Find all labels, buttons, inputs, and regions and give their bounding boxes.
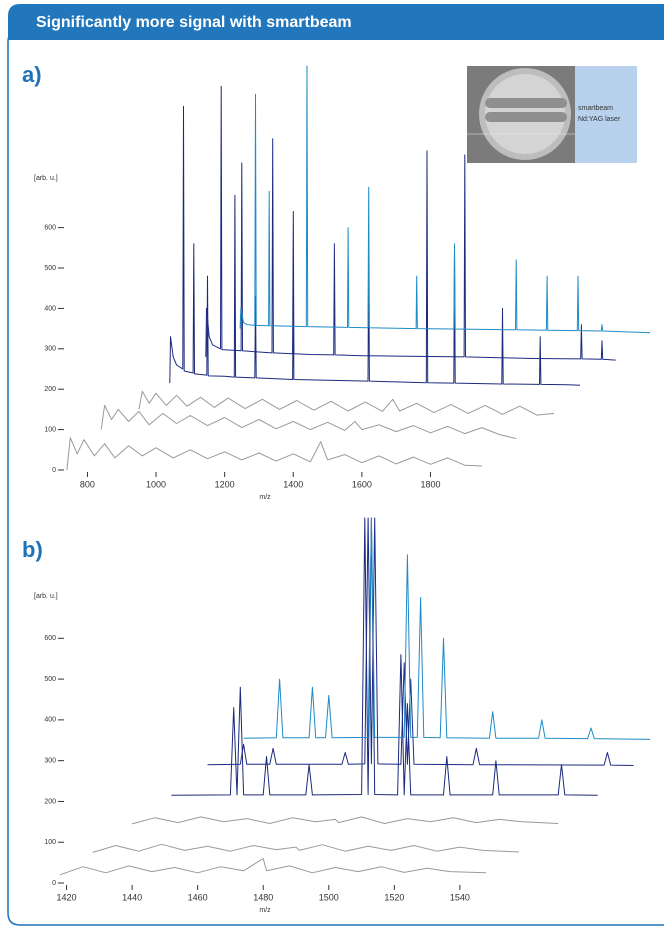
y-tick-label: 600 (44, 224, 56, 231)
x-tick-label: 1520 (384, 892, 404, 902)
y-tick-label: 300 (44, 757, 56, 764)
spectrum (138, 390, 555, 416)
inset-label: Nd:YAG laser (578, 116, 621, 123)
frame (7, 29, 664, 926)
spectrum (100, 404, 517, 439)
spectrum (239, 65, 651, 334)
x-tick-label: 1440 (122, 892, 142, 902)
y-tick-label: 600 (44, 635, 56, 642)
spectrum (205, 85, 616, 361)
x-tick-label: 1540 (450, 892, 470, 902)
spectrum (171, 517, 598, 796)
y-tick-label: 200 (44, 386, 56, 393)
y-axis-label: [arb. u.] (34, 175, 58, 182)
spectrum (59, 858, 487, 876)
spectrum (207, 517, 634, 766)
x-tick-label: 1200 (215, 479, 235, 489)
x-tick-label: 1600 (352, 479, 372, 489)
y-tick-label: 200 (44, 798, 56, 805)
x-tick-label: 1420 (57, 892, 77, 902)
inset-label: smartbeam (578, 105, 613, 112)
x-tick-label: 1800 (420, 479, 440, 489)
x-tick-label: 1000 (146, 479, 166, 489)
y-tick-label: 100 (44, 426, 56, 433)
y-axis-label: [arb. u.] (34, 593, 58, 600)
spectrum (243, 517, 651, 740)
header-title: Significantly more signal with smartbeam (36, 14, 352, 31)
y-tick-label: 400 (44, 717, 56, 724)
panel-label: b) (22, 537, 43, 562)
x-axis-label: m/z (259, 907, 271, 914)
y-tick-label: 500 (44, 265, 56, 272)
x-tick-label: 1460 (188, 892, 208, 902)
x-tick-label: 1500 (319, 892, 339, 902)
y-tick-label: 0 (52, 467, 56, 474)
x-tick-label: 1400 (283, 479, 303, 489)
y-tick-label: 0 (52, 880, 56, 887)
spectrum (92, 843, 519, 853)
inset-image (467, 66, 637, 163)
spectrum (66, 437, 482, 471)
spectrum (131, 816, 559, 825)
y-tick-label: 300 (44, 346, 56, 353)
y-tick-label: 400 (44, 305, 56, 312)
y-tick-label: 500 (44, 676, 56, 683)
panel-label: a) (22, 62, 42, 87)
x-tick-label: 1480 (253, 892, 273, 902)
x-axis-label: m/z (259, 494, 271, 501)
y-tick-label: 100 (44, 839, 56, 846)
header-bar (8, 4, 664, 40)
x-tick-label: 800 (80, 479, 95, 489)
